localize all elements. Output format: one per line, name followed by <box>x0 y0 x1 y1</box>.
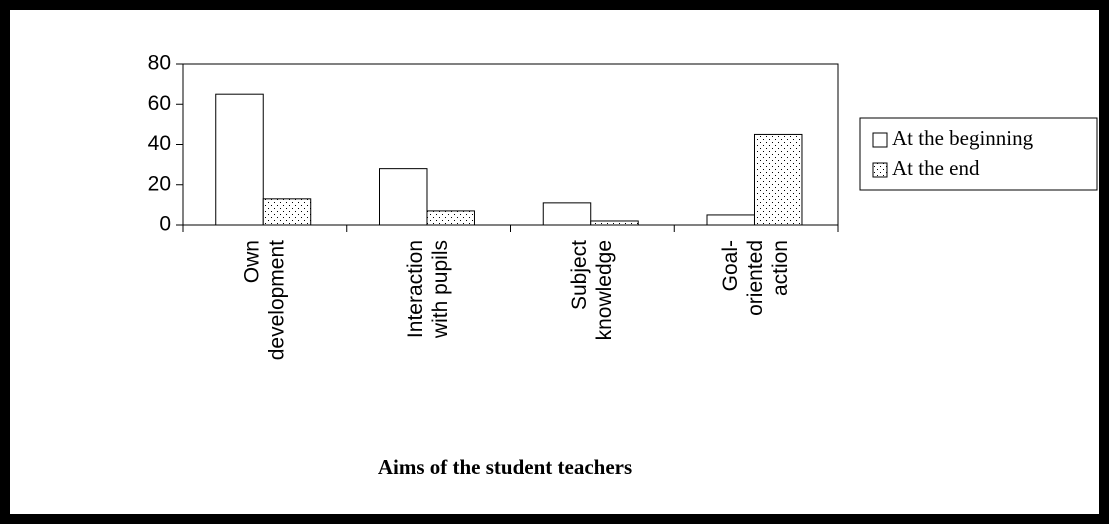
x-tick-label-line: action <box>769 240 792 296</box>
x-tick-label-line: Own <box>240 240 263 283</box>
legend-label: At the end <box>892 156 980 180</box>
x-tick-label-line: development <box>265 240 288 360</box>
x-tick-label-line: oriented <box>744 240 767 316</box>
y-tick-label: 40 <box>148 132 171 155</box>
x-tick-label: Interactionwith pupils <box>404 240 452 339</box>
bar <box>706 214 755 226</box>
legend-swatch <box>872 162 888 178</box>
x-tick-label-line: with pupils <box>429 240 452 339</box>
x-tick-label: Owndevelopment <box>240 240 288 360</box>
legend-swatch <box>872 132 888 148</box>
bar <box>542 202 592 226</box>
bar <box>215 93 264 226</box>
x-tick-label-line: Subject <box>567 240 590 310</box>
y-tick-label: 20 <box>148 172 171 195</box>
x-tick-label: Subjectknowledge <box>567 240 615 341</box>
bar <box>379 168 428 226</box>
x-tick-label: Goal-orientedaction <box>719 240 792 316</box>
bar <box>590 220 639 226</box>
x-tick-label-line: Interaction <box>404 240 427 338</box>
bar <box>262 198 312 226</box>
x-axis-title: Aims of the student teachers <box>378 455 632 479</box>
legend-label: At the beginning <box>892 126 1034 150</box>
y-tick-label: 80 <box>148 52 171 75</box>
y-tick-label: 0 <box>159 213 171 236</box>
y-tick-label: 60 <box>148 92 171 115</box>
x-tick-label-line: knowledge <box>592 240 615 340</box>
bar <box>753 133 803 226</box>
x-tick-label-line: Goal- <box>719 240 742 291</box>
bar <box>426 210 475 226</box>
legend <box>859 117 1098 191</box>
